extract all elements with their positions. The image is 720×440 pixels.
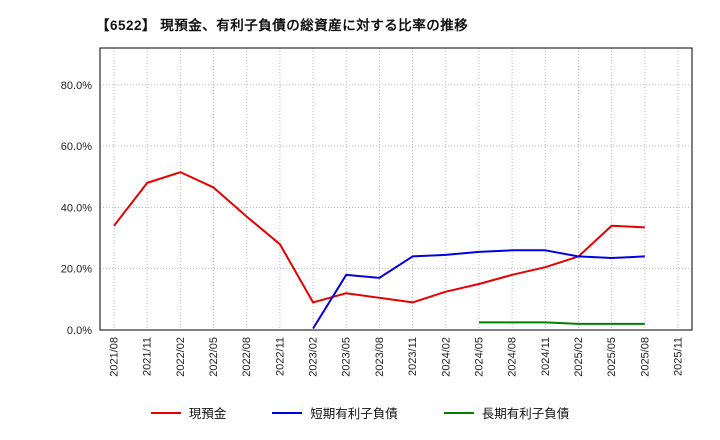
x-tick-label: 2025/02 <box>573 337 585 377</box>
x-tick-label: 2022/05 <box>208 337 220 377</box>
legend-label-cash: 現預金 <box>188 407 227 421</box>
chart-title: 【6522】 現預金、有利子負債の総資産に対する比率の推移 <box>96 18 469 33</box>
x-tick-label: 2025/05 <box>606 337 618 377</box>
x-tick-label: 2022/11 <box>274 337 286 376</box>
x-tick-label: 2023/11 <box>407 337 419 376</box>
x-tick-label: 2023/08 <box>374 337 386 377</box>
y-tick-label: 0.0% <box>67 325 92 337</box>
legend-swatch-green-line <box>443 411 474 414</box>
x-tick-label: 2022/02 <box>175 337 187 377</box>
y-tick-label: 40.0% <box>61 202 92 214</box>
legend-item-long-term-debt: 長期有利子負債 <box>443 403 570 422</box>
y-tick-label: 60.0% <box>61 141 92 153</box>
x-tick-label: 2021/11 <box>142 337 154 376</box>
series-line-0 <box>113 171 645 304</box>
x-tick-label: 2023/02 <box>308 337 320 377</box>
legend: 現預金 短期有利子負債 長期有利子負債 <box>0 403 720 422</box>
x-tick-label: 2023/05 <box>341 337 353 377</box>
x-tick-label: 2024/02 <box>440 337 452 377</box>
x-tick-label: 2024/08 <box>507 337 519 377</box>
y-tick-label: 80.0% <box>61 80 92 92</box>
x-tick-label: 2024/05 <box>473 337 485 377</box>
legend-item-cash: 現預金 <box>150 403 227 422</box>
x-tick-label: 2022/08 <box>241 337 253 377</box>
series-line-2 <box>478 321 645 325</box>
legend-label-long-term-debt: 長期有利子負債 <box>481 407 570 421</box>
legend-item-short-term-debt: 短期有利子負債 <box>272 403 398 422</box>
legend-swatch-blue-line <box>272 411 303 414</box>
x-tick-label: 2024/11 <box>540 337 552 376</box>
y-tick-label: 20.0% <box>61 264 92 276</box>
x-tick-label: 2021/08 <box>109 337 121 377</box>
chart-canvas: 2021/08 2021/11 2022/02 2022/05 2022/08 2022/… <box>61 47 693 377</box>
legend-swatch-red-line <box>150 411 181 414</box>
series-line-1 <box>312 249 645 329</box>
x-tick-label: 2025/11 <box>673 337 685 376</box>
plot-border <box>99 47 693 331</box>
legend-label-short-term-debt: 短期有利子負債 <box>310 407 398 421</box>
x-tick-label: 2025/08 <box>639 337 651 377</box>
